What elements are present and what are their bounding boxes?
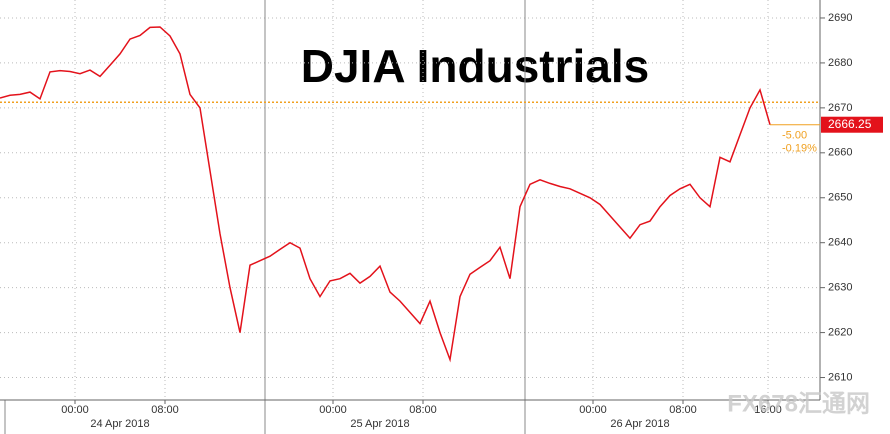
x-tick-label: 08:00 [669, 404, 697, 416]
last-price-label: 2666.25 [828, 117, 872, 131]
x-tick-label: 16:00 [754, 404, 782, 416]
x-tick-label: 08:00 [151, 404, 179, 416]
date-label: 25 Apr 2018 [350, 418, 409, 430]
y-tick-label: 2630 [828, 282, 852, 294]
y-tick-label: 2650 [828, 192, 852, 204]
x-tick-label: 00:00 [319, 404, 347, 416]
y-tick-label: 2690 [828, 12, 852, 24]
change-label: -5.00 [782, 130, 807, 142]
chart-title: DJIA Industrials [301, 40, 649, 92]
x-tick-label: 00:00 [579, 404, 607, 416]
date-label: 26 Apr 2018 [610, 418, 669, 430]
change-pct-label: -0.19% [782, 143, 817, 155]
y-tick-label: 2610 [828, 371, 852, 383]
price-line [0, 26, 771, 363]
y-tick-label: 2620 [828, 326, 852, 338]
x-tick-label: 00:00 [61, 404, 89, 416]
date-label: 24 Apr 2018 [90, 418, 149, 430]
last-price-box [821, 116, 883, 133]
y-tick-label: 2640 [828, 237, 852, 249]
x-tick-label: 08:00 [409, 404, 437, 416]
y-tick-label: 2680 [828, 57, 852, 69]
watermark: FX678汇通网 [727, 390, 870, 417]
y-tick-label: 2660 [828, 147, 852, 159]
y-tick-label: 2670 [828, 102, 852, 114]
